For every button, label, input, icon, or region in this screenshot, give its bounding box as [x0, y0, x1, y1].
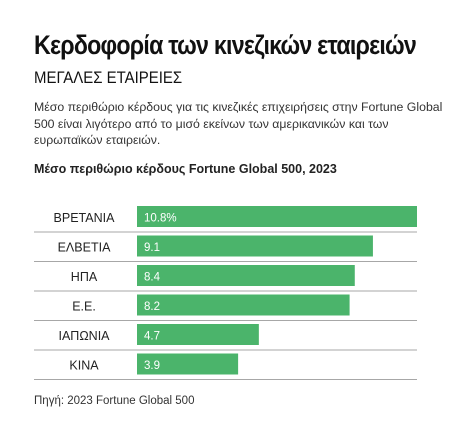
bar [137, 265, 355, 286]
chart-title: Μέσο περιθώριο κέρδους Fortune Global 50… [34, 162, 337, 176]
bar [137, 235, 373, 257]
bar [137, 324, 259, 345]
page-subtitle: ΜΕΓΑΛΕΣ ΕΤΑΙΡΕΙΕΣ [34, 68, 183, 87]
category-label: ΒΡΕΤΑΝΙΑ [54, 211, 116, 225]
category-label: Ε.Ε. [72, 300, 96, 314]
category-label: ΕΛΒΕΤΙΑ [58, 241, 111, 255]
bar [137, 294, 350, 316]
description-text: Μέσο περιθώριο κέρδους για τις κινεζικές… [34, 100, 443, 147]
value-label: 8.4 [144, 272, 161, 284]
bar [137, 206, 417, 227]
page-title: Κερδοφορία των κινεζικών εταιρειών [34, 30, 417, 60]
value-label: 8.2 [144, 301, 160, 313]
value-label: 10.8% [144, 213, 177, 225]
source-note: Πηγή: 2023 Fortune Global 500 [34, 395, 195, 407]
bar [137, 353, 239, 375]
value-label: 9.1 [144, 242, 160, 254]
category-label: ΚΙΝΑ [69, 359, 99, 373]
value-label: 3.9 [144, 360, 160, 372]
category-label: ΙΑΠΩΝΙΑ [58, 329, 110, 343]
bar-chart: ΒΡΕΤΑΝΙΑ 10.8% ΕΛΒΕΤΙΑ 9.1 ΗΠΑ 8.4 Ε.Ε. 8.2 ΙΑΠΩ… [34, 206, 417, 380]
value-label: 4.7 [144, 331, 160, 343]
category-label: ΗΠΑ [71, 270, 98, 284]
